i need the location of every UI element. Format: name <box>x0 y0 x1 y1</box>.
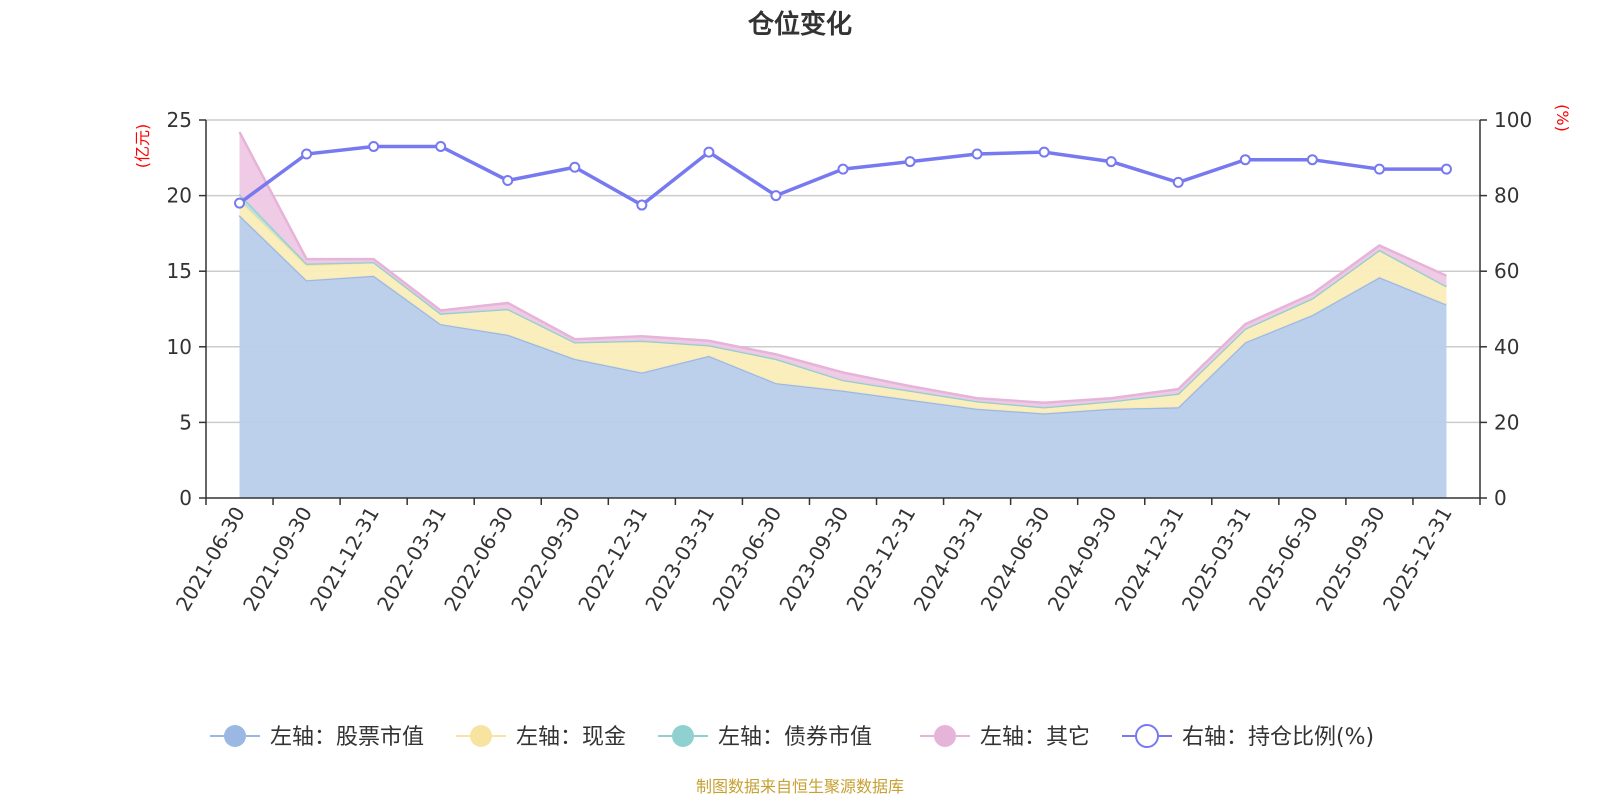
x-tick-label-2: 2021-12-31 <box>305 503 384 616</box>
ratio-point-0 <box>234 197 246 209</box>
right-tick-label-0: 0 <box>1494 486 1507 510</box>
x-tick-label-6: 2022-12-31 <box>573 503 652 616</box>
x-tick-label-16: 2025-06-30 <box>1244 503 1323 616</box>
area-series-0 <box>239 215 1447 499</box>
x-tick-label-1: 2021-09-30 <box>238 503 317 616</box>
left-tick-label-2: 10 <box>167 335 192 359</box>
area-edge-series-3 <box>238 131 1447 404</box>
ratio-point-2 <box>368 140 380 152</box>
ratio-point-6 <box>636 199 648 211</box>
chart-title: 仓位变化 <box>747 9 852 40</box>
legend-label-2: 左轴：债券市值 <box>718 725 872 750</box>
right-tick-label-3: 60 <box>1494 259 1519 283</box>
ratio-point-16 <box>1306 154 1318 166</box>
left-tick-label-5: 25 <box>167 108 192 132</box>
x-tick-label-0: 2021-06-30 <box>171 503 250 616</box>
legend-label-1: 左轴：现金 <box>516 725 626 750</box>
ratio-point-7 <box>703 146 715 158</box>
ratio-point-13 <box>1105 156 1117 168</box>
ratio-point-15 <box>1239 154 1251 166</box>
left-tick-label-0: 0 <box>179 486 192 510</box>
legend-item-1[interactable]: 左轴：现金 <box>456 725 626 750</box>
legend-marker-1 <box>470 725 492 747</box>
legend-marker-2 <box>672 725 694 747</box>
right-tick-label-4: 80 <box>1494 184 1519 208</box>
legend-item-3[interactable]: 左轴：其它 <box>920 725 1090 750</box>
right-tick-label-2: 40 <box>1494 335 1519 359</box>
legend-label-3: 左轴：其它 <box>980 725 1090 750</box>
ratio-point-10 <box>904 156 916 168</box>
x-tick-label-11: 2024-03-31 <box>909 502 988 615</box>
stacked-areas <box>238 131 1448 499</box>
ratio-point-18 <box>1440 163 1452 175</box>
series-lines <box>234 140 1452 211</box>
x-tick-label-8: 2023-06-30 <box>707 503 786 616</box>
legend-marker-4 <box>1135 724 1159 748</box>
ratio-point-14 <box>1172 176 1184 188</box>
ratio-point-11 <box>971 148 983 160</box>
legend[interactable]: 左轴：股票市值 左轴：现金 左轴：债券市值 左轴：其它 右轴：持仓比例(%) <box>210 724 1374 750</box>
legend-item-0[interactable]: 左轴：股票市值 <box>210 725 424 750</box>
right-tick-label-5: 100 <box>1494 108 1532 132</box>
x-tick-label-10: 2023-12-31 <box>841 503 920 616</box>
x-tick-label-3: 2022-03-31 <box>372 503 451 616</box>
x-tick-label-14: 2024-12-31 <box>1110 503 1189 616</box>
legend-label-0: 左轴：股票市值 <box>270 725 424 750</box>
legend-label-4: 右轴：持仓比例(%) <box>1182 725 1374 750</box>
x-tick-label-17: 2025-09-30 <box>1311 503 1390 616</box>
left-axis-unit: (亿元) <box>133 124 152 169</box>
ratio-point-4 <box>502 174 514 186</box>
ratio-point-3 <box>435 140 447 152</box>
ratio-point-12 <box>1038 146 1050 158</box>
x-tick-label-9: 2023-09-30 <box>774 503 853 616</box>
x-tick-label-13: 2024-09-30 <box>1043 503 1122 616</box>
x-tick-label-5: 2022-09-30 <box>506 503 585 616</box>
x-tick-label-4: 2022-06-30 <box>439 503 518 616</box>
x-tick-label-12: 2024-06-30 <box>976 503 1055 616</box>
x-tick-label-15: 2025-03-31 <box>1177 503 1256 616</box>
left-tick-label-3: 15 <box>167 259 192 283</box>
legend-item-4[interactable]: 右轴：持仓比例(%) <box>1122 724 1374 750</box>
right-axis-unit: (%) <box>1553 104 1572 132</box>
x-tick-label-7: 2023-03-31 <box>640 503 719 616</box>
source-note: 制图数据来自恒生聚源数据库 <box>696 777 904 796</box>
ratio-point-8 <box>770 190 782 202</box>
ratio-point-9 <box>837 163 849 175</box>
legend-item-2[interactable]: 左轴：债券市值 <box>658 725 872 750</box>
legend-marker-3 <box>934 725 956 747</box>
x-tick-label-18: 2025-12-31 <box>1378 503 1457 616</box>
ratio-point-5 <box>569 161 581 173</box>
right-tick-label-1: 20 <box>1494 410 1519 434</box>
ratio-point-1 <box>301 148 313 160</box>
left-tick-label-4: 20 <box>167 184 192 208</box>
ratio-point-17 <box>1373 163 1385 175</box>
left-tick-label-1: 5 <box>179 410 192 434</box>
legend-marker-0 <box>224 725 246 747</box>
